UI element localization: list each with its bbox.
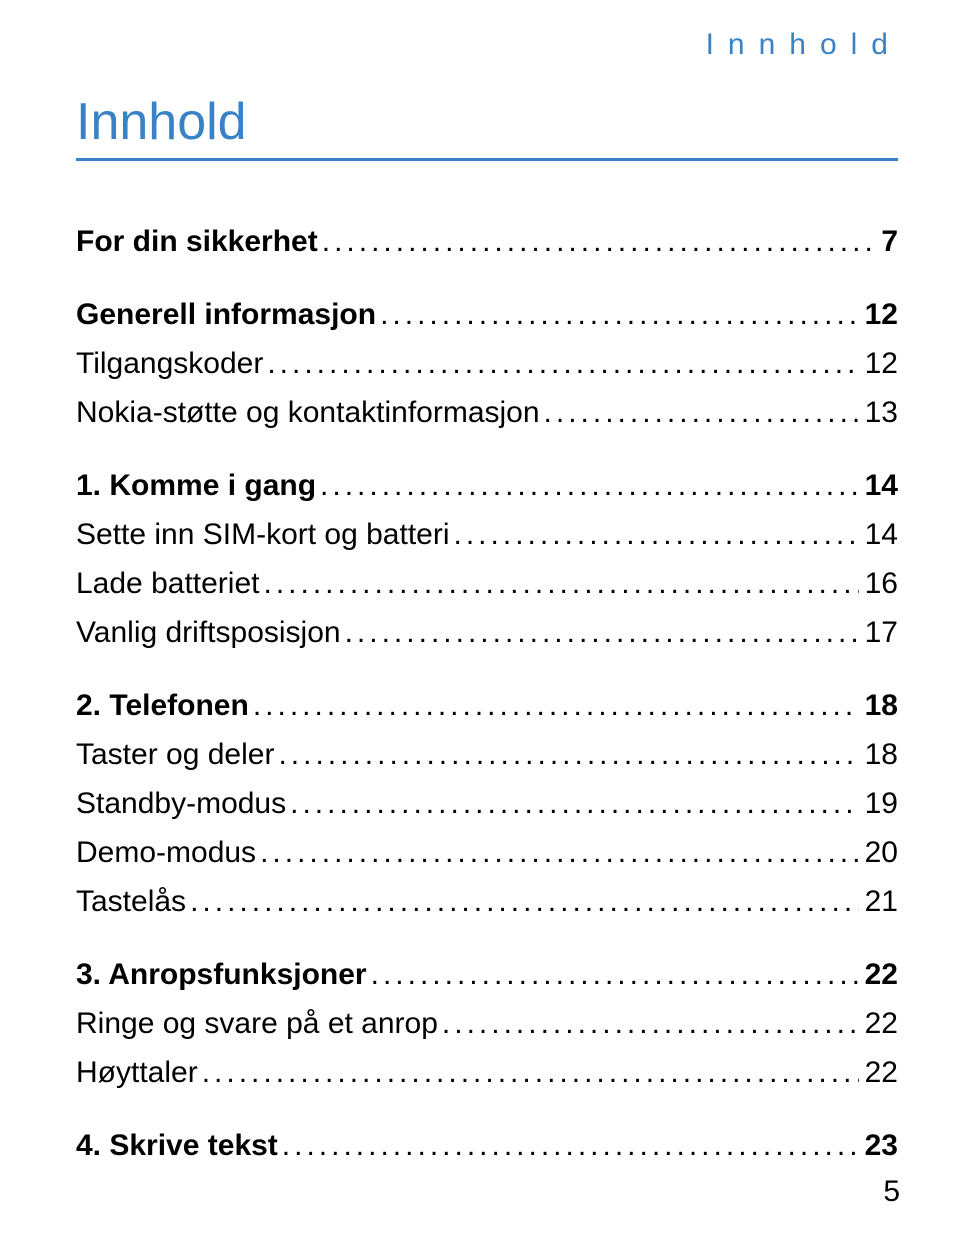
toc-leader-dots: ........................................… <box>274 732 858 777</box>
toc-leader-dots: ........................................… <box>341 610 859 655</box>
toc-entry-title: Demo-modus <box>76 830 256 875</box>
toc-entry-page: 12 <box>859 292 898 337</box>
toc-entry: Taster og deler.........................… <box>76 732 898 777</box>
toc-entry-title: 1. Komme i gang <box>76 463 316 508</box>
toc-entry-title: Generell informasjon <box>76 292 376 337</box>
toc-entry: Tilgangskoder...........................… <box>76 341 898 386</box>
toc-entry-title: Nokia-støtte og kontaktinformasjon <box>76 390 540 435</box>
toc-entry-page: 23 <box>859 1123 898 1168</box>
toc-entry-title: Taster og deler <box>76 732 274 777</box>
toc-entry-page: 22 <box>859 1001 898 1046</box>
toc-entry-title: Tastelås <box>76 879 186 924</box>
toc-leader-dots: ........................................… <box>259 561 858 606</box>
toc-entry-page: 20 <box>859 830 898 875</box>
page-title: Innhold <box>76 92 898 161</box>
toc-entry-page: 18 <box>859 732 898 777</box>
toc-entry: 3. Anropsfunksjoner.....................… <box>76 952 898 997</box>
toc-entry-page: 21 <box>859 879 898 924</box>
toc-entry-page: 12 <box>859 341 898 386</box>
toc-entry: Generell informasjon....................… <box>76 292 898 337</box>
toc-entry-page: 14 <box>859 512 898 557</box>
toc-entry-title: Standby-modus <box>76 781 286 826</box>
toc-leader-dots: ........................................… <box>186 879 859 924</box>
toc-entry-page: 19 <box>859 781 898 826</box>
toc-entry-title: Vanlig driftsposisjon <box>76 610 341 655</box>
toc-entry: 2. Telefonen............................… <box>76 683 898 728</box>
toc-entry: Demo-modus..............................… <box>76 830 898 875</box>
toc-entry-title: 2. Telefonen <box>76 683 249 728</box>
toc-entry-page: 13 <box>859 390 898 435</box>
toc-entry-page: 14 <box>859 463 898 508</box>
toc-entry-title: Tilgangskoder <box>76 341 263 386</box>
toc-leader-dots: ........................................… <box>450 512 859 557</box>
toc-entry-page: 7 <box>875 219 898 264</box>
toc-leader-dots: ........................................… <box>438 1001 859 1046</box>
page-number: 5 <box>883 1175 900 1209</box>
toc-entry-page: 16 <box>859 561 898 606</box>
toc-leader-dots: ........................................… <box>376 292 859 337</box>
toc-entry-title: Sette inn SIM-kort og batteri <box>76 512 450 557</box>
toc-entry: Standby-modus...........................… <box>76 781 898 826</box>
toc-entry: Tastelås................................… <box>76 879 898 924</box>
toc-leader-dots: ........................................… <box>316 463 859 508</box>
toc-entry: Vanlig driftsposisjon...................… <box>76 610 898 655</box>
toc-entry: Nokia-støtte og kontaktinformasjon......… <box>76 390 898 435</box>
toc-leader-dots: ........................................… <box>278 1123 859 1168</box>
toc-entry: For din sikkerhet.......................… <box>76 219 898 264</box>
toc-leader-dots: ........................................… <box>367 952 859 997</box>
toc-entry: Høyttaler...............................… <box>76 1050 898 1095</box>
toc-leader-dots: ........................................… <box>198 1050 859 1095</box>
toc-entry: Sette inn SIM-kort og batteri...........… <box>76 512 898 557</box>
table-of-contents: For din sikkerhet.......................… <box>76 219 898 1168</box>
toc-entry-page: 17 <box>859 610 898 655</box>
toc-entry: 1. Komme i gang.........................… <box>76 463 898 508</box>
toc-leader-dots: ........................................… <box>263 341 858 386</box>
toc-entry: 4. Skrive tekst.........................… <box>76 1123 898 1168</box>
toc-leader-dots: ........................................… <box>249 683 859 728</box>
toc-entry-title: 4. Skrive tekst <box>76 1123 278 1168</box>
page-content: Innhold For din sikkerhet...............… <box>76 92 898 1172</box>
toc-leader-dots: ........................................… <box>540 390 859 435</box>
toc-leader-dots: ........................................… <box>256 830 859 875</box>
toc-entry-title: 3. Anropsfunksjoner <box>76 952 367 997</box>
toc-entry: Lade batteriet..........................… <box>76 561 898 606</box>
toc-entry-title: For din sikkerhet <box>76 219 318 264</box>
toc-entry-page: 22 <box>859 1050 898 1095</box>
toc-entry-page: 18 <box>859 683 898 728</box>
toc-entry-title: Ringe og svare på et anrop <box>76 1001 438 1046</box>
toc-leader-dots: ........................................… <box>286 781 859 826</box>
toc-entry-page: 22 <box>859 952 898 997</box>
toc-entry-title: Lade batteriet <box>76 561 259 606</box>
toc-leader-dots: ........................................… <box>318 219 876 264</box>
toc-entry: Ringe og svare på et anrop..............… <box>76 1001 898 1046</box>
toc-entry-title: Høyttaler <box>76 1050 198 1095</box>
running-header: Innhold <box>706 28 902 62</box>
